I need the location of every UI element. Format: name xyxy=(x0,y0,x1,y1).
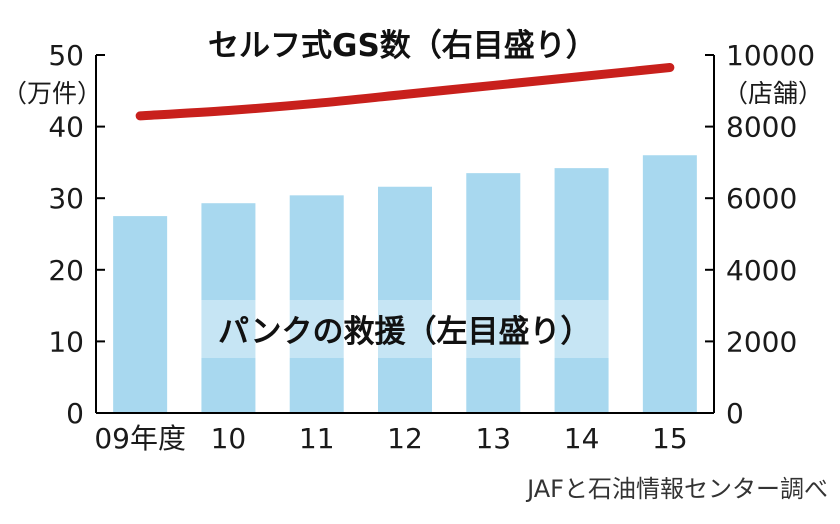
right-tick-label: 8000 xyxy=(726,111,797,144)
left-tick-label: 40 xyxy=(48,111,84,144)
bar xyxy=(289,195,344,413)
left-tick-label: 10 xyxy=(48,325,84,358)
left-tick-label: 50 xyxy=(48,39,84,72)
right-ticks-group: 0 2000 4000 6000 8000 10000 xyxy=(705,39,815,430)
left-axis-unit: （万件） xyxy=(2,79,102,108)
right-tick-label: 6000 xyxy=(726,182,797,215)
x-tick-label: 14 xyxy=(564,422,600,455)
line-series-label: セルフ式GS数（右目盛り） xyxy=(208,28,597,64)
right-axis-unit: （店舗） xyxy=(723,79,823,108)
x-tick-label: 09年度 xyxy=(94,422,186,455)
bar xyxy=(554,168,609,413)
left-tick-label: 0 xyxy=(66,397,84,430)
source-note: JAFと石油情報センター調べ xyxy=(525,475,828,503)
bar-series-label: パンクの救援（左目盛り） xyxy=(218,314,592,350)
bar xyxy=(113,216,168,413)
x-tick-label: 11 xyxy=(299,422,335,455)
x-tick-label: 13 xyxy=(475,422,511,455)
right-tick-label: 4000 xyxy=(726,254,797,287)
x-labels-group: 09年度 10 11 12 13 14 15 xyxy=(94,422,687,455)
left-tick-label: 20 xyxy=(48,254,84,287)
x-tick-label: 15 xyxy=(652,422,688,455)
bar xyxy=(201,203,256,413)
bar-label-backdrop xyxy=(200,300,620,358)
bar xyxy=(378,186,432,413)
axes-group xyxy=(95,55,715,414)
x-tick-label: 12 xyxy=(387,422,423,455)
right-tick-label: 0 xyxy=(726,397,744,430)
bar-group xyxy=(113,155,697,414)
left-tick-label: 30 xyxy=(48,182,84,215)
right-tick-label: 2000 xyxy=(726,325,797,358)
gs-count-line xyxy=(135,63,675,121)
right-tick-label: 10000 xyxy=(726,39,815,72)
bar xyxy=(642,155,697,414)
bar xyxy=(466,173,521,413)
x-tick-label: 10 xyxy=(211,422,247,455)
left-ticks-group: 0 10 20 30 40 50 xyxy=(48,39,105,430)
